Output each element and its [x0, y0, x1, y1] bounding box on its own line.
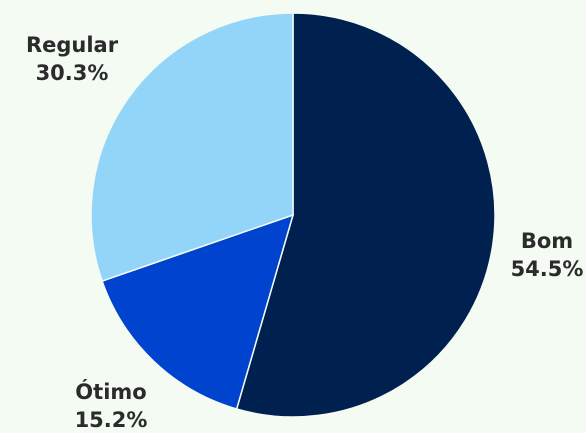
pie-slice-otimo — [101, 213, 295, 410]
label-bom-value: 54.5% — [511, 257, 584, 281]
label-bom-name: Bom — [521, 229, 573, 253]
label-otimo-name: Ótimo — [75, 379, 146, 404]
label-otimo-value: 15.2% — [75, 408, 148, 432]
label-regular: Regular 30.3% — [26, 33, 119, 85]
label-otimo: Ótimo 15.2% — [75, 379, 148, 432]
label-regular-name: Regular — [26, 33, 119, 57]
pie-slices — [90, 12, 496, 418]
pie-slice-regular — [90, 12, 294, 282]
label-bom: Bom 54.5% — [511, 229, 584, 281]
pie-slice-bom — [235, 12, 496, 418]
label-regular-value: 30.3% — [36, 61, 109, 85]
